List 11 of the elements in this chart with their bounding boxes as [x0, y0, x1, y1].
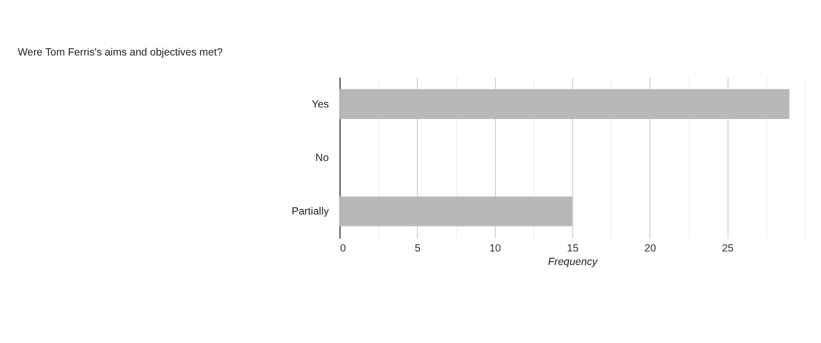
y-tick-label: Yes	[312, 99, 329, 110]
x-tick-label: 5	[414, 244, 421, 255]
x-tick-label: 15	[566, 244, 579, 255]
y-tick-label: No	[315, 152, 329, 164]
text: Were Tom Ferris's aims and objectives met?	[18, 48, 223, 59]
x-tick-label: 10	[489, 244, 502, 255]
x-tick-label: 0	[340, 244, 346, 255]
x-tick-label: 20	[644, 244, 656, 255]
x-axis-title: Frequency	[548, 257, 598, 268]
x-tick-label: 25	[722, 244, 734, 255]
y-tick-label: Partially	[292, 206, 330, 218]
